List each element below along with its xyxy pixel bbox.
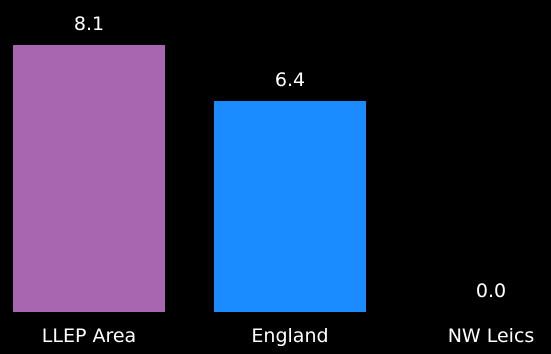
value-label: 0.0 [476,280,506,302]
bar-llep-area [13,45,165,312]
category-label: LLEP Area [42,325,136,347]
bar-england [214,101,366,312]
category-labels-group: LLEP Area England NW Leics [42,325,535,347]
value-label: 6.4 [275,69,305,91]
value-label: 8.1 [74,13,104,35]
category-label: England [251,325,328,347]
category-label: NW Leics [448,325,535,347]
value-labels-group: 8.1 6.4 0.0 [74,13,506,302]
bars-group [13,45,366,312]
